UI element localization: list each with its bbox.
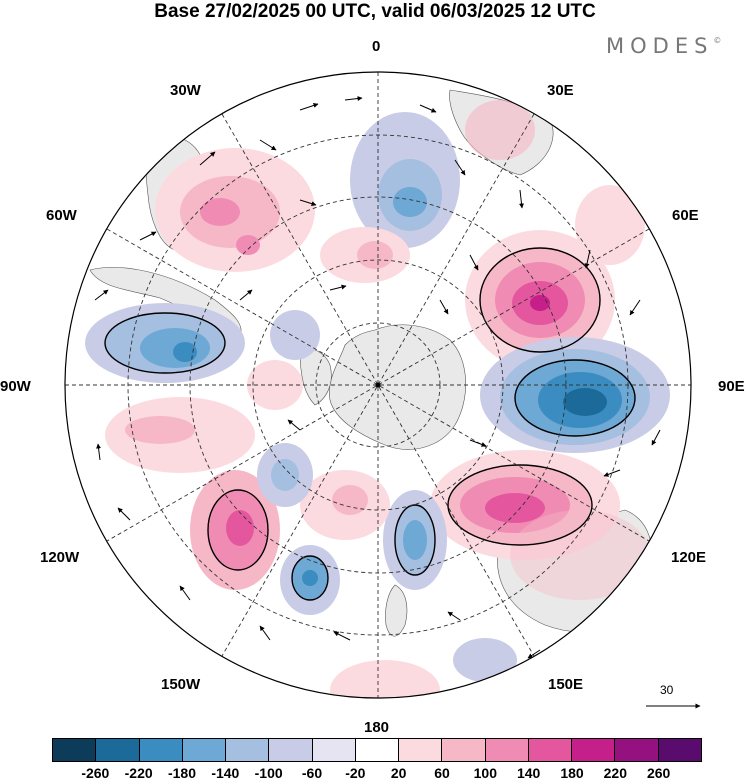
colorbar-tick-label: 60 <box>434 765 450 781</box>
colorbar-cell <box>485 739 529 761</box>
colorbar-cell <box>615 739 659 761</box>
lon-label-180: 180 <box>364 719 390 736</box>
contour-lines <box>104 247 636 601</box>
lon-label-0: 0 <box>372 38 381 55</box>
colorbar-tick-label: 20 <box>390 765 407 781</box>
map-title: Base 27/02/2025 00 UTC, valid 06/03/2025… <box>154 1 596 22</box>
colorbar <box>52 738 702 762</box>
colorbar-tick-label: -180 <box>167 765 197 781</box>
colorbar-tick-label: -60 <box>301 765 323 781</box>
colorbar-cell <box>96 739 140 761</box>
colorbar-tick-label: 180 <box>560 765 584 781</box>
colorbar-cell <box>53 739 97 761</box>
colorbar-cell <box>442 739 486 761</box>
colorbar-tick-label: 100 <box>473 765 498 781</box>
colorbar-tick-label: -220 <box>124 765 153 781</box>
lon-label-90e: 90E <box>718 378 745 395</box>
map-border <box>64 71 692 699</box>
colorbar-cell <box>269 739 313 761</box>
colorbar-cell <box>399 739 443 761</box>
colorbar-cell <box>572 739 616 761</box>
lon-label-90w: 90W <box>0 378 31 395</box>
colorbar-tick-label: -260 <box>81 765 110 781</box>
colorbar-cell <box>658 739 701 761</box>
lon-label-150w: 150W <box>161 676 201 693</box>
wind-vectors <box>94 96 661 659</box>
colorbar-tick-label: -140 <box>211 765 240 781</box>
lon-label-30e: 30E <box>547 82 574 99</box>
colorbar-tick-label: 260 <box>646 765 671 781</box>
lon-label-150e: 150E <box>548 676 584 693</box>
pole-dot <box>375 382 381 388</box>
wind-reference-label: 30 <box>660 683 674 697</box>
lon-label-60w: 60W <box>46 207 77 224</box>
graticule <box>65 72 691 698</box>
lon-label-30w: 30W <box>170 82 201 99</box>
colorbar-tick-label: 220 <box>603 765 628 781</box>
colorbar-cell <box>182 739 227 761</box>
colorbar-cell <box>226 739 270 761</box>
colorbar-tick-label: 140 <box>516 765 541 781</box>
colorbar-cell <box>355 739 400 761</box>
colorbar-cell <box>528 739 573 761</box>
modes-logo: MODES© <box>606 34 722 58</box>
lon-label-120w: 120W <box>40 549 80 566</box>
colorbar-cell <box>139 739 183 761</box>
colorbar-cell <box>312 739 356 761</box>
colorbar-ticks: -260 -220 -180 -140 -100 -60 -20 20 60 100 140 180 2… <box>52 765 702 783</box>
colorbar-tick-label: -20 <box>345 765 366 781</box>
lon-label-120e: 120E <box>671 549 707 566</box>
lon-label-60e: 60E <box>672 207 699 224</box>
colorbar-tick-label: -100 <box>254 765 283 781</box>
